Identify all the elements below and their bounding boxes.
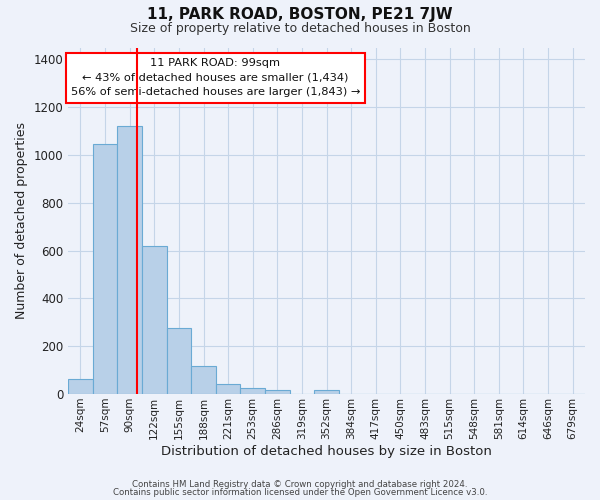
X-axis label: Distribution of detached houses by size in Boston: Distribution of detached houses by size … [161,444,492,458]
Y-axis label: Number of detached properties: Number of detached properties [15,122,28,320]
Text: 11 PARK ROAD: 99sqm
← 43% of detached houses are smaller (1,434)
56% of semi-det: 11 PARK ROAD: 99sqm ← 43% of detached ho… [71,58,360,98]
Text: Contains public sector information licensed under the Open Government Licence v3: Contains public sector information licen… [113,488,487,497]
Bar [241,388,265,394]
Text: 11, PARK ROAD, BOSTON, PE21 7JW: 11, PARK ROAD, BOSTON, PE21 7JW [147,8,453,22]
Bar [167,328,191,394]
Bar [118,126,142,394]
Bar [93,144,118,394]
Text: Contains HM Land Registry data © Crown copyright and database right 2024.: Contains HM Land Registry data © Crown c… [132,480,468,489]
Bar [216,384,241,394]
Bar [142,246,167,394]
Bar [191,366,216,394]
Bar [68,378,93,394]
Bar [265,390,290,394]
Text: Size of property relative to detached houses in Boston: Size of property relative to detached ho… [130,22,470,35]
Bar [314,390,339,394]
